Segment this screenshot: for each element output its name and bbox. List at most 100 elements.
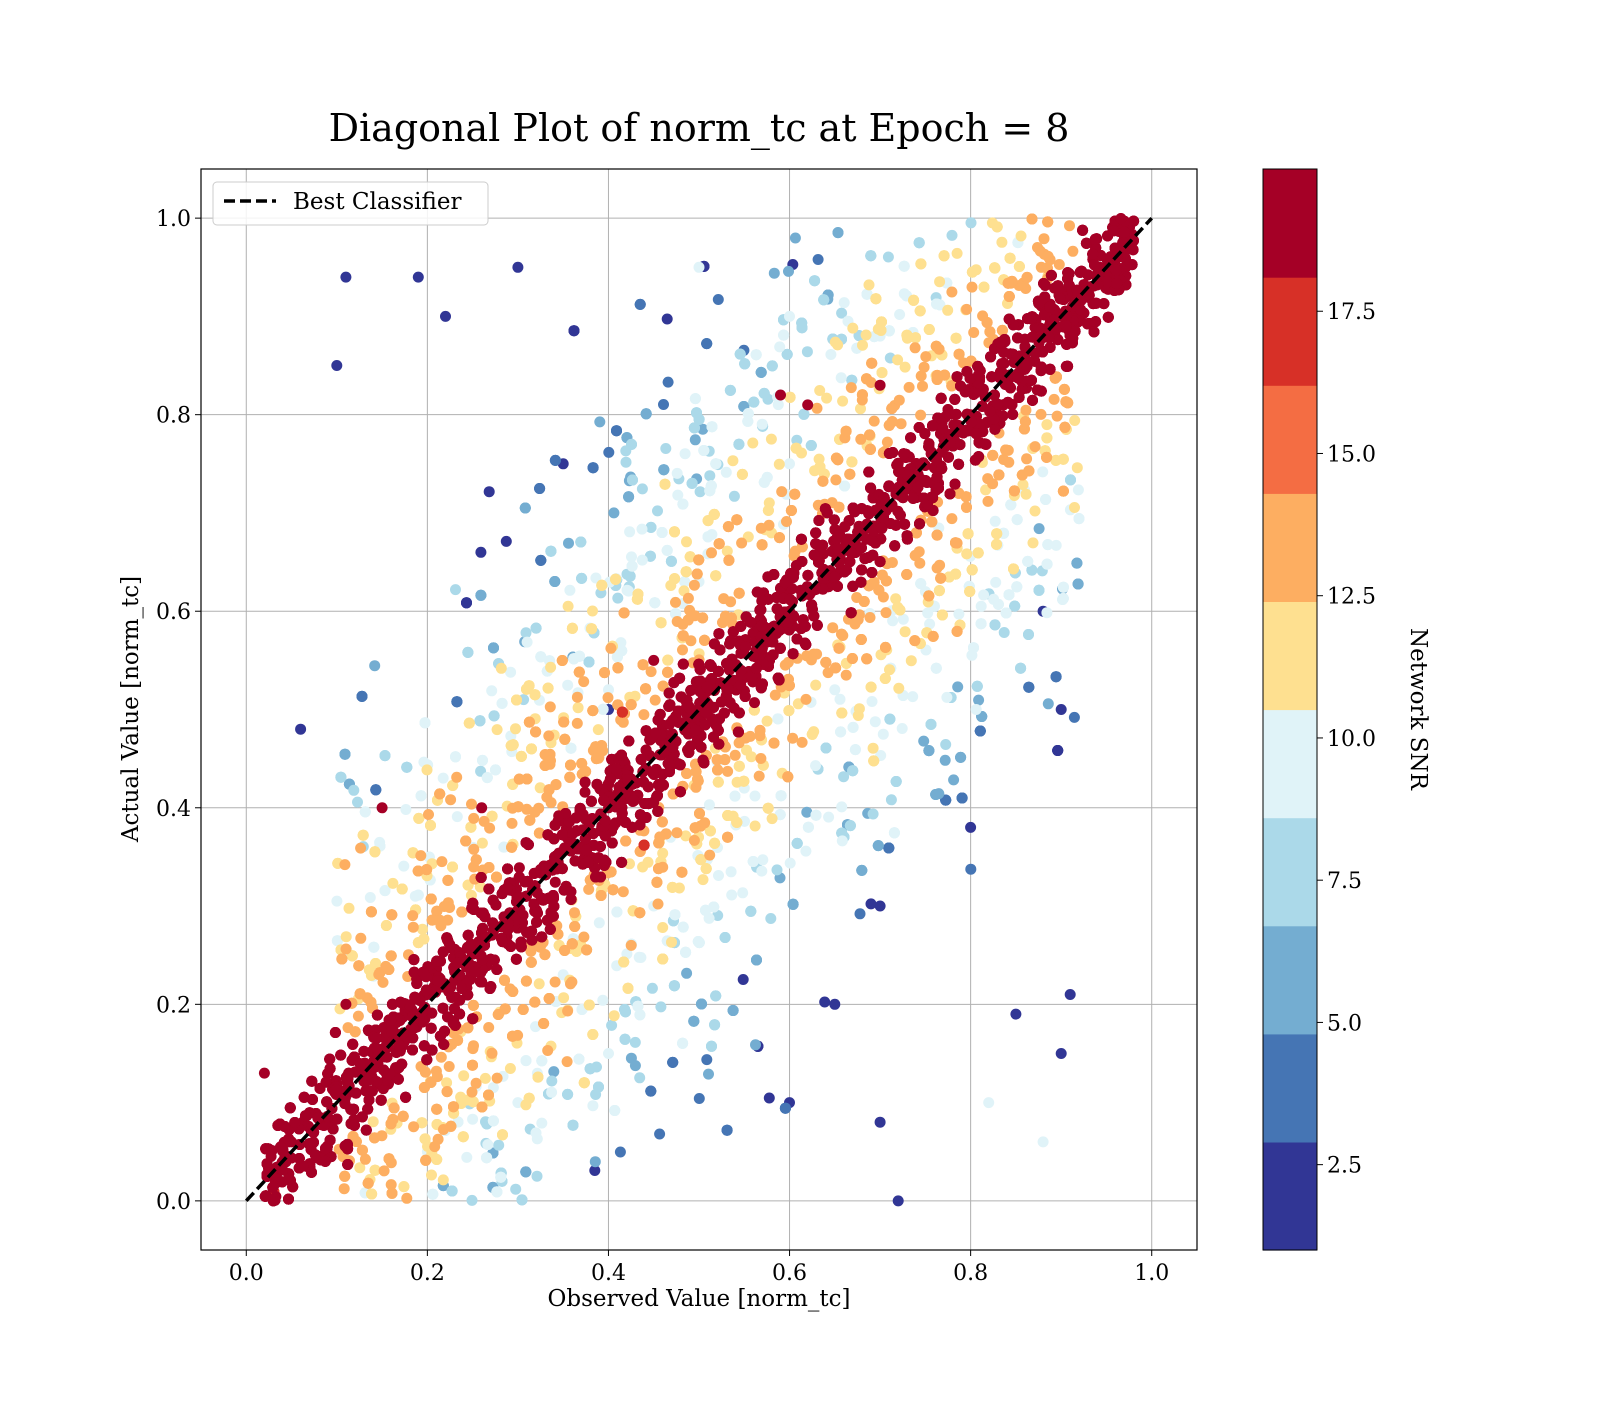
scatter-point xyxy=(904,382,915,393)
scatter-point xyxy=(836,372,847,383)
scatter-point xyxy=(516,937,527,948)
scatter-point xyxy=(829,999,840,1010)
scatter-point xyxy=(787,733,798,744)
scatter-point xyxy=(467,1060,478,1071)
scatter-point xyxy=(517,1194,528,1205)
scatter-point xyxy=(932,374,943,385)
scatter-point xyxy=(1052,411,1063,422)
scatter-point xyxy=(434,788,445,799)
scatter-point xyxy=(603,447,614,458)
scatter-point xyxy=(551,779,562,790)
scatter-point xyxy=(954,349,965,360)
scatter-point xyxy=(501,536,512,547)
scatter-point xyxy=(259,1068,270,1079)
scatter-point xyxy=(710,458,721,469)
scatter-point xyxy=(1056,1048,1067,1059)
scatter-point xyxy=(1034,585,1045,596)
scatter-point xyxy=(694,414,705,425)
scatter-point xyxy=(1052,745,1063,756)
scatter-point xyxy=(559,734,570,745)
scatter-point xyxy=(825,349,836,360)
scatter-point xyxy=(637,862,648,873)
scatter-point xyxy=(784,458,795,469)
scatter-point xyxy=(696,999,707,1010)
scatter-point xyxy=(1000,445,1011,456)
scatter-point xyxy=(379,1165,390,1176)
scatter-point xyxy=(475,590,486,601)
scatter-point xyxy=(906,655,917,666)
scatter-point xyxy=(442,875,453,886)
scatter-point xyxy=(1010,1009,1021,1020)
scatter-point xyxy=(651,877,662,888)
scatter-point xyxy=(427,915,438,926)
scatter-point xyxy=(507,818,518,829)
scatter-point xyxy=(510,1184,521,1195)
scatter-point xyxy=(950,569,961,580)
scatter-point xyxy=(377,802,388,813)
scatter-point xyxy=(397,884,408,895)
scatter-point xyxy=(689,580,700,591)
scatter-point xyxy=(445,794,456,805)
scatter-point xyxy=(683,615,694,626)
scatter-point xyxy=(458,1070,469,1081)
scatter-point xyxy=(988,594,999,605)
scatter-point xyxy=(546,1076,557,1087)
scatter-point xyxy=(966,217,977,228)
scatter-point xyxy=(360,806,371,817)
scatter-point xyxy=(442,1086,453,1097)
scatter-point xyxy=(1071,558,1082,569)
scatter-point xyxy=(533,1072,544,1083)
scatter-point xyxy=(353,1011,364,1022)
scatter-point xyxy=(420,1133,431,1144)
scatter-point xyxy=(1103,312,1114,323)
scatter-point xyxy=(467,1043,478,1054)
scatter-point xyxy=(892,602,903,613)
scatter-point xyxy=(1014,261,1025,272)
scatter-point xyxy=(699,635,710,646)
scatter-point xyxy=(1039,233,1050,244)
scatter-point xyxy=(864,279,875,290)
scatter-point xyxy=(649,597,660,608)
scatter-point xyxy=(572,692,583,703)
scatter-point xyxy=(1028,537,1039,548)
scatter-point xyxy=(733,727,744,738)
scatter-point xyxy=(789,489,800,500)
scatter-point xyxy=(695,486,706,497)
scatter-point xyxy=(545,546,556,557)
scatter-point xyxy=(481,1152,492,1163)
scatter-point xyxy=(638,709,649,720)
scatter-point xyxy=(584,1000,595,1011)
scatter-point xyxy=(734,588,745,599)
scatter-point xyxy=(733,439,744,450)
scatter-point xyxy=(934,276,945,287)
scatter-point xyxy=(881,607,892,618)
scatter-point xyxy=(728,1005,739,1016)
scatter-point xyxy=(1032,242,1043,253)
scatter-point xyxy=(407,910,418,921)
scatter-point xyxy=(751,955,762,966)
scatter-point xyxy=(729,491,740,502)
scatter-point xyxy=(1011,581,1022,592)
scatter-point xyxy=(868,809,879,820)
scatter-point xyxy=(358,830,369,841)
scatter-point xyxy=(608,884,619,895)
scatter-point xyxy=(626,940,637,951)
scatter-point xyxy=(926,719,937,730)
scatter-point xyxy=(416,790,427,801)
scatter-point xyxy=(618,957,629,968)
scatter-point xyxy=(730,791,741,802)
scatter-point xyxy=(502,863,513,874)
scatter-point xyxy=(690,393,701,404)
scatter-point xyxy=(865,444,876,455)
scatter-point xyxy=(951,333,962,344)
scatter-point xyxy=(830,337,841,348)
scatter-point xyxy=(563,601,574,612)
scatter-point xyxy=(381,920,392,931)
scatter-point xyxy=(737,887,748,898)
scatter-point xyxy=(880,642,891,653)
scatter-point xyxy=(687,478,698,489)
scatter-point xyxy=(821,393,832,404)
scatter-point xyxy=(915,578,926,589)
scatter-point xyxy=(776,486,787,497)
scatter-point xyxy=(861,330,872,341)
